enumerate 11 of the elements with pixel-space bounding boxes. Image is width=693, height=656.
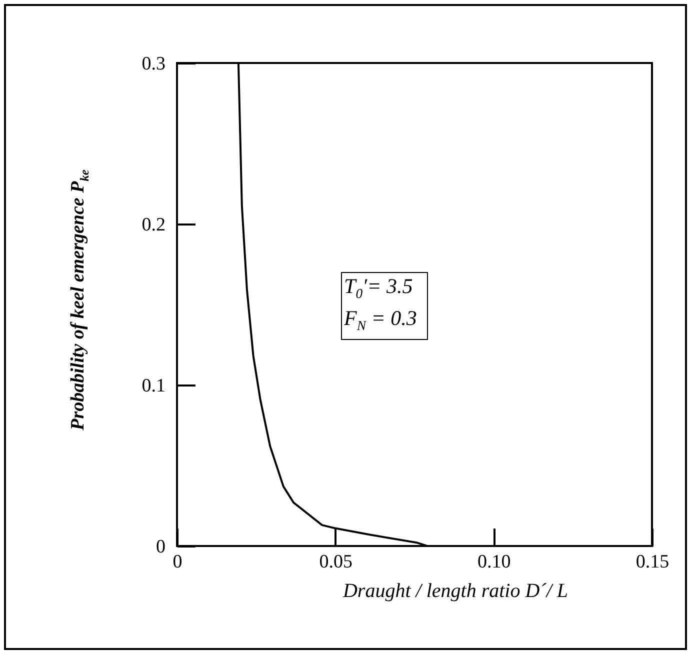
x-tick-label: 0.05 [319, 552, 352, 572]
x-tick-label: 0.10 [478, 552, 511, 572]
annotation: F$_{N}$ = 0.3 [344, 306, 417, 334]
y-tick-label: 0.3 [142, 54, 166, 74]
y-tick-label: 0 [156, 536, 166, 558]
annotation: T$_{0}$′= 3.5 [344, 274, 413, 302]
x-tick-label: 0.15 [636, 552, 670, 572]
y-tick-label: 0.1 [142, 376, 166, 396]
x-axis-title: Draught / length ratio D´/ L [342, 580, 569, 603]
y-tick-label: 0.2 [142, 214, 166, 236]
x-tick-label: 0 [172, 552, 182, 572]
